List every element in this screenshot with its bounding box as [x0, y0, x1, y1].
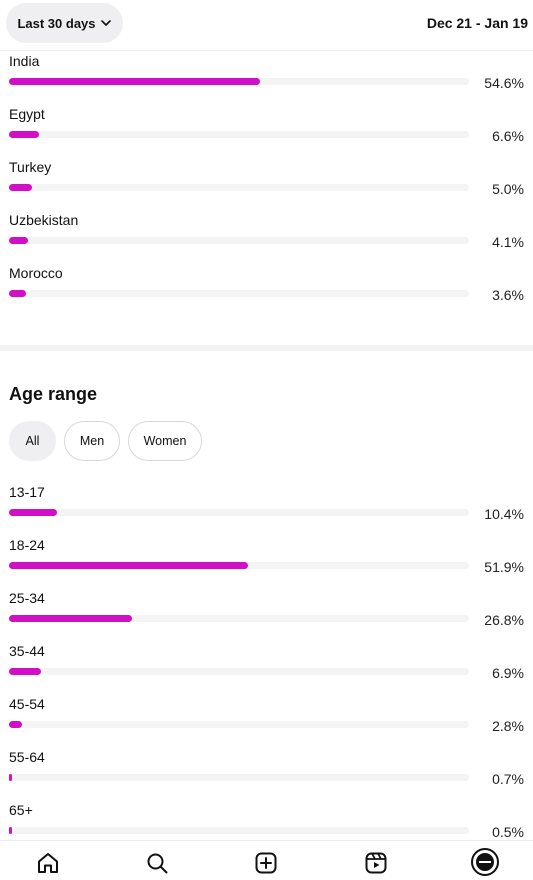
- percent-value: 4.1%: [492, 234, 524, 250]
- bar-fill: [9, 290, 26, 297]
- reels-icon[interactable]: [363, 850, 389, 876]
- age-label: 13-17: [9, 484, 45, 500]
- percent-value: 0.7%: [492, 771, 524, 787]
- create-icon[interactable]: [253, 850, 279, 876]
- filter-chip-all[interactable]: All: [9, 421, 56, 461]
- age-label: 55-64: [9, 749, 45, 765]
- age-row: 45-54 2.8%: [9, 696, 524, 740]
- percent-value: 6.6%: [492, 128, 524, 144]
- age-row: 65+ 0.5%: [9, 802, 524, 846]
- bar-track: [9, 721, 469, 728]
- age-range-title: Age range: [9, 384, 98, 404]
- country-row: India 54.6%: [9, 53, 524, 97]
- bar-fill: [9, 78, 261, 85]
- bar-fill: [9, 509, 57, 516]
- country-row: Morocco 3.6%: [9, 265, 524, 309]
- country-row: Egypt 6.6%: [9, 106, 524, 150]
- bar-track: [9, 509, 469, 516]
- age-row: 18-24 51.9%: [9, 537, 524, 581]
- bar-fill: [9, 562, 248, 569]
- bottom-nav: [0, 840, 533, 880]
- bar-fill: [9, 827, 12, 834]
- bar-fill: [9, 131, 40, 138]
- percent-value: 51.9%: [484, 559, 524, 575]
- age-label: 35-44: [9, 643, 45, 659]
- country-row: Uzbekistan 4.1%: [9, 212, 524, 256]
- age-row: 25-34 26.8%: [9, 590, 524, 634]
- bar-fill: [9, 721, 22, 728]
- chip-label: All: [25, 434, 40, 448]
- country-label: Egypt: [9, 106, 45, 122]
- chip-label: Women: [143, 434, 187, 448]
- chip-label: Men: [79, 434, 105, 448]
- age-row: 13-17 10.4%: [9, 484, 524, 528]
- filter-chip-men[interactable]: Men: [64, 421, 120, 461]
- bar-track: [9, 668, 469, 675]
- country-label: India: [9, 53, 40, 69]
- home-icon[interactable]: [35, 850, 61, 876]
- percent-value: 0.5%: [492, 824, 524, 840]
- age-label: 45-54: [9, 696, 45, 712]
- date-range-text: Dec 21 - Jan 19: [426, 15, 528, 31]
- section-divider: [0, 345, 533, 351]
- percent-value: 6.9%: [492, 665, 524, 681]
- percent-value: 54.6%: [484, 75, 524, 91]
- bar-fill: [9, 668, 41, 675]
- bar-fill: [9, 184, 32, 191]
- bar-track: [9, 184, 469, 191]
- country-label: Uzbekistan: [9, 212, 79, 228]
- bar-track: [9, 131, 469, 138]
- bar-track: [9, 562, 469, 569]
- percent-value: 3.6%: [492, 287, 524, 303]
- top-bar: Last 30 days Dec 21 - Jan 19: [0, 0, 533, 51]
- country-row: Turkey 5.0%: [9, 159, 524, 203]
- bar-track: [9, 290, 469, 297]
- age-row: 35-44 6.9%: [9, 643, 524, 687]
- search-icon[interactable]: [144, 850, 170, 876]
- date-range-selector[interactable]: Last 30 days: [6, 3, 123, 43]
- age-label: 65+: [9, 802, 33, 818]
- bar-fill: [9, 774, 13, 781]
- age-label: 25-34: [9, 590, 45, 606]
- chevron-down-icon: [100, 20, 111, 26]
- age-row: 55-64 0.7%: [9, 749, 524, 793]
- age-label: 18-24: [9, 537, 45, 553]
- filter-chip-women[interactable]: Women: [128, 421, 202, 461]
- bar-track: [9, 78, 469, 85]
- bar-track: [9, 774, 469, 781]
- profile-avatar[interactable]: [471, 848, 499, 876]
- percent-value: 5.0%: [492, 181, 524, 197]
- range-label: Last 30 days: [17, 15, 96, 31]
- bar-fill: [9, 615, 133, 622]
- bar-track: [9, 615, 469, 622]
- bar-track: [9, 827, 469, 834]
- country-label: Morocco: [9, 265, 63, 281]
- avatar-image: [476, 853, 494, 871]
- bar-fill: [9, 237, 28, 244]
- country-label: Turkey: [9, 159, 52, 175]
- percent-value: 26.8%: [484, 612, 524, 628]
- percent-value: 2.8%: [492, 718, 524, 734]
- bar-track: [9, 237, 469, 244]
- percent-value: 10.4%: [484, 506, 524, 522]
